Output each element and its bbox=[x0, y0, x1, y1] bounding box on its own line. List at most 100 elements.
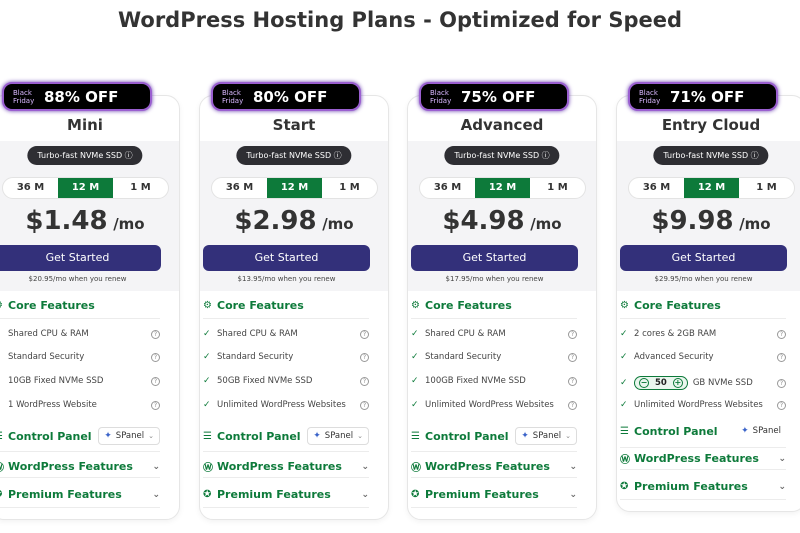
stepper-value[interactable]: 50 bbox=[655, 378, 667, 388]
plan-card: Black Friday 75% OFF Advanced Turbo-fast … bbox=[407, 82, 597, 520]
check-icon: ✓ bbox=[0, 329, 8, 339]
term-option[interactable]: 36 M bbox=[16, 182, 45, 193]
control-panel-select[interactable]: ✦ SPanel ⌄ bbox=[98, 427, 160, 445]
award-icon: ✪ bbox=[411, 489, 420, 500]
check-icon: ✓ bbox=[203, 376, 211, 386]
term-option[interactable]: 1 M bbox=[547, 182, 568, 193]
get-started-button[interactable]: Get Started bbox=[203, 245, 370, 271]
sliders-icon: ☰ bbox=[203, 430, 212, 442]
term-option[interactable]: 1 M bbox=[130, 182, 151, 193]
term-option[interactable]: 12 M bbox=[684, 178, 739, 198]
discount-badge: Black Friday 80% OFF bbox=[211, 82, 361, 111]
help-icon[interactable]: ? bbox=[360, 352, 369, 362]
divider bbox=[0, 477, 160, 478]
divider bbox=[411, 507, 577, 508]
control-panel-select[interactable]: ✦ SPanel ⌄ bbox=[515, 427, 577, 445]
term-toggle[interactable]: 36 M 12 M 1 M bbox=[2, 177, 169, 199]
term-toggle[interactable]: 36 M 12 M 1 M bbox=[211, 177, 378, 199]
term-option[interactable]: 36 M bbox=[225, 182, 254, 193]
spanel-logo-icon: ✦ bbox=[521, 431, 529, 441]
control-panel-select[interactable]: ✦ SPanel ⌄ bbox=[307, 427, 369, 445]
chevron-down-icon: ⌄ bbox=[778, 453, 786, 464]
divider bbox=[203, 507, 369, 508]
feature-label: Standard Security bbox=[217, 352, 294, 362]
ssd-pill[interactable]: Turbo-fast NVMe SSD ⓘ bbox=[444, 146, 560, 165]
wordpress-icon: Ⓦ bbox=[203, 463, 213, 474]
control-panel-value: SPanel bbox=[115, 431, 145, 441]
ssd-pill-label: Turbo-fast NVMe SSD bbox=[454, 151, 540, 160]
help-icon[interactable]: ? bbox=[777, 378, 786, 388]
wordpress-icon: Ⓦ bbox=[0, 459, 8, 474]
ssd-pill[interactable]: Turbo-fast NVMe SSD ⓘ bbox=[27, 146, 143, 165]
help-icon[interactable]: ? bbox=[151, 352, 160, 362]
divider bbox=[0, 451, 160, 452]
plan-name: Mini bbox=[67, 116, 103, 134]
term-option[interactable]: 36 M bbox=[433, 182, 462, 193]
section-label: Premium Features bbox=[217, 488, 331, 501]
term-toggle[interactable]: 36 M 12 M 1 M bbox=[419, 177, 586, 199]
term-option[interactable]: 1 M bbox=[339, 182, 360, 193]
feature-label: Unlimited WordPress Websites bbox=[425, 400, 554, 410]
core-features-header: ⚙ Core Features bbox=[411, 299, 577, 312]
help-icon[interactable]: ? bbox=[777, 352, 786, 362]
plan-name: Start bbox=[272, 116, 316, 134]
ssd-pill[interactable]: Turbo-fast NVMe SSD ⓘ bbox=[236, 146, 352, 165]
term-toggle[interactable]: 36 M 12 M 1 M bbox=[628, 177, 795, 199]
term-option[interactable]: 12 M bbox=[475, 178, 530, 198]
feature-label: Shared CPU & RAM bbox=[8, 329, 89, 339]
help-icon[interactable]: ? bbox=[151, 376, 160, 386]
help-icon[interactable]: ? bbox=[568, 400, 577, 410]
price: $9.98 /mo bbox=[617, 206, 800, 236]
help-icon[interactable]: ? bbox=[360, 376, 369, 386]
feature-item: ✓ Advanced Security? bbox=[620, 352, 786, 362]
chevron-down-icon: ⌄ bbox=[152, 489, 160, 500]
help-icon: ⓘ bbox=[124, 151, 133, 160]
term-option[interactable]: 12 M bbox=[58, 178, 113, 198]
help-icon[interactable]: ? bbox=[360, 329, 369, 339]
chevron-down-icon: ⌄ bbox=[148, 432, 154, 440]
help-icon[interactable]: ? bbox=[568, 376, 577, 386]
help-icon[interactable]: ? bbox=[360, 400, 369, 410]
feature-label: Shared CPU & RAM bbox=[217, 329, 298, 339]
plus-icon[interactable]: + bbox=[672, 378, 683, 388]
check-icon: ✓ bbox=[411, 352, 419, 362]
feature-item: ✓Standard Security? bbox=[0, 352, 160, 362]
minus-icon[interactable]: − bbox=[639, 378, 649, 388]
premium-features-toggle[interactable]: ✪Premium Features⌄ bbox=[0, 488, 160, 501]
core-features-header: ⚙ Core Features bbox=[620, 299, 786, 312]
storage-stepper[interactable]: −50 + bbox=[634, 376, 688, 390]
sliders-icon: ☰ bbox=[620, 425, 629, 437]
get-started-button[interactable]: Get Started bbox=[411, 245, 578, 271]
help-icon[interactable]: ? bbox=[151, 329, 160, 339]
term-option[interactable]: 36 M bbox=[642, 182, 671, 193]
help-icon[interactable]: ? bbox=[151, 400, 160, 410]
chevron-down-icon: ⌄ bbox=[569, 461, 577, 472]
chevron-down-icon: ⌄ bbox=[778, 481, 786, 492]
get-started-button[interactable]: Get Started bbox=[0, 245, 161, 271]
term-option[interactable]: 12 M bbox=[267, 178, 322, 198]
price-period: /mo bbox=[530, 215, 562, 233]
help-icon[interactable]: ? bbox=[777, 400, 786, 410]
chip-icon: ⚙ bbox=[203, 300, 212, 311]
help-icon[interactable]: ? bbox=[777, 329, 786, 339]
check-icon: ✓ bbox=[620, 352, 628, 362]
get-started-button[interactable]: Get Started bbox=[620, 245, 787, 271]
term-option[interactable]: 1 M bbox=[756, 182, 777, 193]
check-icon: ✓ bbox=[411, 329, 419, 339]
check-icon: ✓ bbox=[620, 378, 628, 388]
premium-features-toggle[interactable]: ✪Premium Features⌄ bbox=[203, 488, 369, 501]
control-panel-value: SPanel bbox=[532, 431, 562, 441]
ssd-pill[interactable]: Turbo-fast NVMe SSD ⓘ bbox=[653, 146, 769, 165]
help-icon: ⓘ bbox=[333, 151, 342, 160]
premium-features-toggle[interactable]: ✪Premium Features⌄ bbox=[411, 488, 577, 501]
help-icon[interactable]: ? bbox=[568, 352, 577, 362]
discount-badge: Black Friday 88% OFF bbox=[2, 82, 152, 111]
help-icon[interactable]: ? bbox=[568, 329, 577, 339]
plan-name: Entry Cloud bbox=[661, 116, 761, 134]
badge-tag: Black Friday bbox=[222, 88, 244, 105]
premium-features-toggle[interactable]: ✪Premium Features⌄ bbox=[620, 480, 786, 493]
